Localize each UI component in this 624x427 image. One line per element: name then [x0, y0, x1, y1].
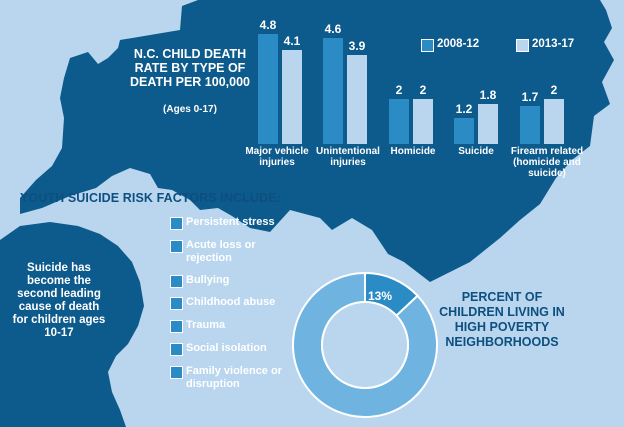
risk-bullet	[170, 240, 183, 253]
bar-value-label: 2	[395, 83, 403, 98]
bar-value-label: 2	[550, 83, 558, 98]
risk-bullet	[170, 366, 183, 379]
donut-value-label: 13%	[368, 289, 393, 303]
legend-swatch-2013-17	[516, 39, 529, 52]
poverty-caption: PERCENT OF CHILDREN LIVING IN HIGH POVER…	[439, 290, 565, 349]
bar-value-label: 4.1	[283, 34, 301, 49]
bar-2013-17-3	[477, 102, 499, 145]
risk-bullet	[170, 275, 183, 288]
poverty-donut-chart	[292, 271, 438, 418]
bar-2008-12-3	[453, 116, 475, 145]
risk-factors-heading: YOUTH SUICIDE RISK FACTORS INCLUDE:	[20, 191, 281, 205]
bar-value-label: 1.2	[455, 101, 473, 116]
risk-item-social-isolation: Social isolation	[186, 342, 267, 354]
legend-swatch-2008-12	[421, 39, 434, 52]
bar-2008-12-4	[519, 105, 541, 145]
bar-value-label: 1.7	[521, 90, 539, 105]
bar-value-label: 4.6	[324, 22, 342, 37]
bar-2008-12-2	[388, 98, 410, 145]
risk-item-persistent-stress: Persistent stress	[186, 216, 275, 228]
legend-label-2013-17: 2013-17	[532, 38, 575, 50]
risk-item-family-violence: Family violence or disruption	[186, 365, 282, 390]
bar-2013-17-1	[346, 53, 368, 145]
risk-bullet	[170, 217, 183, 230]
bar-2013-17-2	[412, 98, 434, 145]
category-label-homicide: Homicide	[390, 146, 436, 157]
risk-item-childhood-abuse: Childhood abuse	[186, 296, 276, 308]
risk-item-bullying: Bullying	[186, 274, 230, 286]
bar-2013-17-0	[281, 49, 303, 145]
nc-map-shape	[20, 0, 614, 282]
risk-bullet	[170, 320, 183, 333]
bar-2008-12-1	[322, 37, 344, 145]
category-label-suicide: Suicide	[458, 146, 494, 157]
category-label-firearm: Firearm related (homicide and suicide)	[510, 146, 584, 179]
risk-item-trauma: Trauma	[186, 319, 226, 331]
chart-subtitle: (Ages 0-17)	[163, 104, 217, 115]
head-silhouette	[0, 222, 144, 427]
bar-2013-17-4	[543, 98, 565, 145]
category-label-unintentional: Unintentional injuries	[316, 146, 380, 168]
donut-hole	[321, 301, 409, 389]
risk-bullet	[170, 297, 183, 310]
chart-title: N.C. CHILD DEATH RATE BY TYPE OF DEATH P…	[130, 47, 250, 89]
suicide-note: Suicide has become the second leading ca…	[12, 262, 106, 339]
bar-value-label: 3.9	[348, 38, 366, 53]
risk-bullet	[170, 343, 183, 356]
category-label-major-vehicle: Major vehicle injuries	[245, 146, 309, 168]
legend-label-2008-12: 2008-12	[437, 38, 480, 50]
risk-item-acute-loss: Acute loss or rejection	[186, 239, 256, 264]
bar-value-label: 1.8	[479, 87, 497, 102]
bar-2008-12-0	[257, 32, 279, 145]
bar-value-label: 4.8	[259, 17, 277, 32]
bar-value-label: 2	[419, 83, 427, 98]
